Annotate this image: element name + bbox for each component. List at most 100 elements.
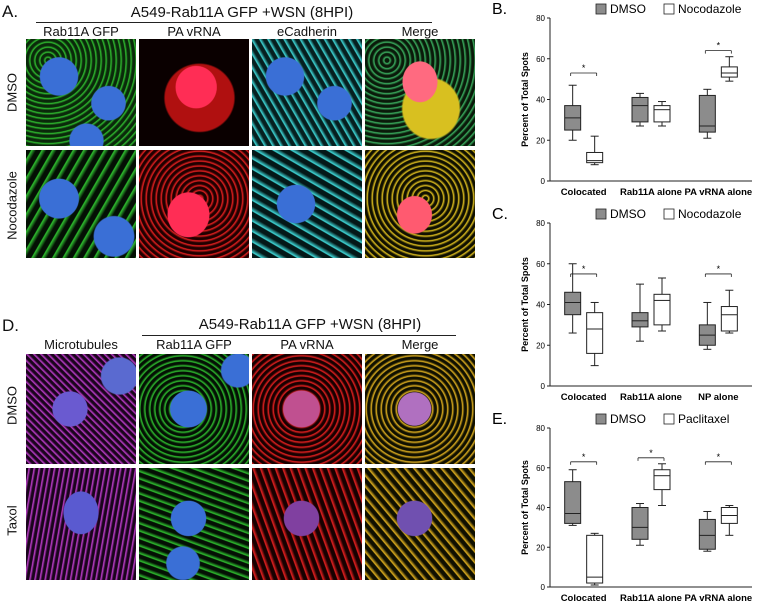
box-body [631,507,649,540]
panel-a-row-label: Nocodazole [4,171,20,240]
legend-swatch-drug [663,208,675,220]
box-body [564,481,582,524]
panel-d-row-label: DMSO [4,386,20,425]
legend-swatch-drug [663,413,675,425]
y-tick-label: 0 [541,583,546,592]
y-tick-label: 20 [536,543,545,552]
a-dmso-vrna-image [139,39,249,146]
y-tick-label: 80 [536,424,545,433]
significance-star: * [717,41,721,51]
chart-e: E. DMSO Paclitaxel 0 20 40 60 80 Percent of Tota… [492,411,752,604]
y-tick-label: 80 [536,219,545,228]
chart-c: C. DMSO Nocodazole 0 20 40 60 80 Percent of Tota… [492,206,752,403]
box-body [720,306,738,332]
box-body [698,518,716,550]
d-taxol-merge-image [365,468,475,580]
a-nocodazole-vrna-image [139,150,249,258]
y-tick-label: 80 [536,14,545,23]
x-category-label: NP alone [698,392,738,403]
d-taxol-microtubules-image [26,468,136,580]
box-body [586,534,604,584]
box-body [720,66,738,78]
significance-star: * [649,448,653,458]
panel-a-header: A549-Rab11A GFP +WSN (8HPI) [130,4,354,21]
chart-panel-letter: B. [492,1,507,18]
y-tick-label: 20 [536,341,545,350]
x-category-label: PA vRNA alone [684,593,752,604]
panel-a-col-label: Rab11A GFP [43,24,119,39]
a-nocodazole-merge-image [365,150,475,258]
y-axis-label: Percent of Total Spots [520,460,530,555]
chart-b: B. DMSO Nocodazole 0 20 40 60 80 Percent of Tota… [492,1,752,198]
x-category-label: Colocated [561,392,607,403]
d-dmso-rab11a-image [139,354,249,464]
significance-star: * [582,63,586,73]
y-tick-label: 40 [536,504,545,513]
box-body [653,469,671,491]
d-dmso-merge-image [365,354,475,464]
legend-label: Nocodazole [678,207,742,221]
panel-d-col-label: PA vRNA [280,337,334,352]
a-dmso-ecadherin-image [252,39,362,146]
a-nocodazole-ecadherin-image [252,150,362,258]
box-body [698,94,716,133]
box-body [586,151,604,164]
panel-d-row-label: Taxol [4,505,20,536]
y-tick-label: 0 [541,177,546,186]
legend-label: Nocodazole [678,2,742,16]
chart-panel-letter: C. [492,206,508,223]
significance-star: * [582,264,586,274]
significance-star: * [582,452,586,462]
a-nocodazole-rab11a-image [26,150,136,258]
legend-swatch-dmso [595,413,607,425]
panel-a-col-label: Merge [401,24,439,39]
legend-label: DMSO [610,2,646,16]
box-body [564,291,582,316]
significance-star: * [717,452,721,462]
panel-d-col-label: Rab11A GFP [156,337,232,352]
d-taxol-vrna-image [252,468,362,580]
y-axis-label: Percent of Total Spots [520,52,530,147]
legend-label: DMSO [610,207,646,221]
x-category-label: Colocated [561,187,607,198]
x-category-label: Rab11A alone [620,392,682,403]
panel-d-col-label: Merge [401,337,439,352]
panel-a-col-label: PA vRNA [167,24,221,39]
legend-label: DMSO [610,412,646,426]
a-dmso-merge-image [365,39,475,146]
d-dmso-vrna-image [252,354,362,464]
panel-a-row-label: DMSO [4,73,20,112]
box-body [653,105,671,123]
box-body [631,96,649,123]
x-category-label: PA vRNA alone [684,187,752,198]
panel-d-header-rule [142,335,456,336]
panel-d-col-label: Microtubules [44,337,118,352]
a-dmso-rab11a-image [26,39,136,146]
box-body [631,312,649,328]
y-tick-label: 20 [536,136,545,145]
legend-swatch-dmso [595,208,607,220]
x-category-label: Colocated [561,593,607,604]
panel-a-letter: A. [2,2,19,21]
x-category-label: Rab11A alone [620,593,682,604]
y-tick-label: 40 [536,301,545,310]
chart-panel-letter: E. [492,411,507,428]
y-tick-label: 60 [536,55,545,64]
d-taxol-rab11a-image [139,468,249,580]
x-category-label: Rab11A alone [620,187,682,198]
y-tick-label: 60 [536,260,545,269]
y-tick-label: 0 [541,382,546,391]
y-tick-label: 60 [536,464,545,473]
box-body [586,312,604,354]
panel-a-col-label: eCadherin [277,24,337,39]
d-dmso-microtubules-image [26,354,136,464]
panel-a-header-rule [36,22,432,23]
y-tick-label: 40 [536,96,545,105]
significance-star: * [717,264,721,274]
panel-d-header: A549-Rab11A GFP +WSN (8HPI) [198,316,422,333]
legend-swatch-drug [663,3,675,15]
y-axis-label: Percent of Total Spots [520,257,530,352]
panel-d-letter: D. [2,316,19,335]
box-body [653,293,671,326]
legend-swatch-dmso [595,3,607,15]
